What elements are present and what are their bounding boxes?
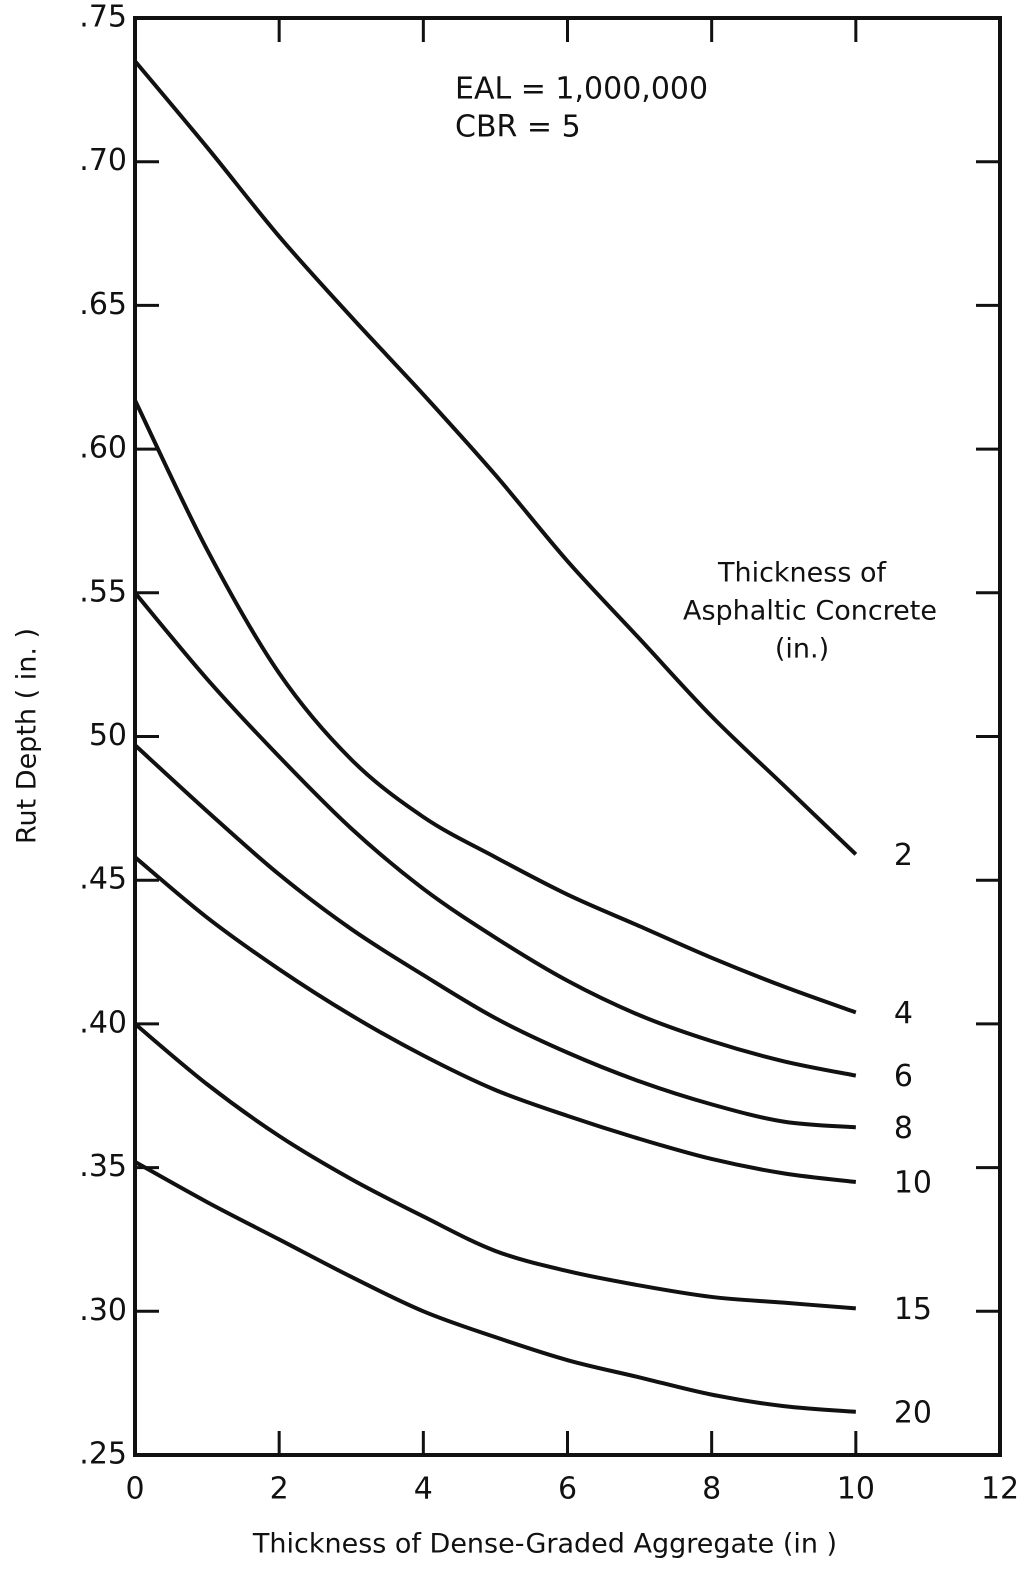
series-line [133, 399, 857, 1015]
y-tick-label: .65 [79, 287, 127, 322]
series-line [133, 1022, 856, 1311]
plot-frame [133, 16, 1002, 1457]
x-tick-label: 8 [702, 1472, 721, 1507]
y-tick-label: .30 [79, 1293, 127, 1328]
x-tick-label: 10 [837, 1472, 875, 1507]
y-tick-label: .70 [79, 143, 127, 178]
series-line [133, 743, 856, 1130]
y-tick-label: .35 [79, 1149, 127, 1184]
series-line [133, 59, 858, 856]
series-line [134, 1160, 856, 1414]
x-axis-label: Thickness of Dense-Graded Aggregate (in … [252, 1529, 837, 1560]
y-tick-label: .45 [79, 862, 127, 897]
y-tick-label: .40 [79, 1005, 127, 1040]
x-tick-label: 4 [414, 1472, 433, 1507]
y-tick-label: .60 [79, 431, 127, 466]
series-label: 20 [894, 1395, 932, 1430]
y-tick-label: .55 [79, 574, 127, 609]
series-label: 8 [894, 1111, 913, 1146]
legend-title: (in.) [775, 634, 829, 665]
series-line [133, 855, 857, 1184]
series-label: 15 [894, 1292, 932, 1327]
y-tick-label: .25 [79, 1437, 127, 1472]
x-tick-label: 12 [981, 1472, 1019, 1507]
series-label: 2 [894, 838, 913, 873]
y-tick-label: 50 [89, 718, 127, 753]
annotation: EAL = 1,000,000 [455, 72, 708, 107]
series-label: 4 [894, 996, 913, 1031]
y-tick-label: .75 [79, 0, 127, 35]
y-axis-label: Rut Depth ( in. ) [12, 628, 43, 844]
legend-title: Asphaltic Concrete [683, 596, 937, 627]
x-tick-label: 6 [558, 1472, 577, 1507]
series-line [133, 591, 857, 1078]
x-tick-label: 0 [125, 1472, 144, 1507]
x-tick-label: 2 [270, 1472, 289, 1507]
series-label: 10 [894, 1165, 932, 1200]
series-label: 6 [894, 1059, 913, 1094]
annotation: CBR = 5 [455, 110, 581, 145]
legend-title: Thickness of [717, 558, 888, 589]
